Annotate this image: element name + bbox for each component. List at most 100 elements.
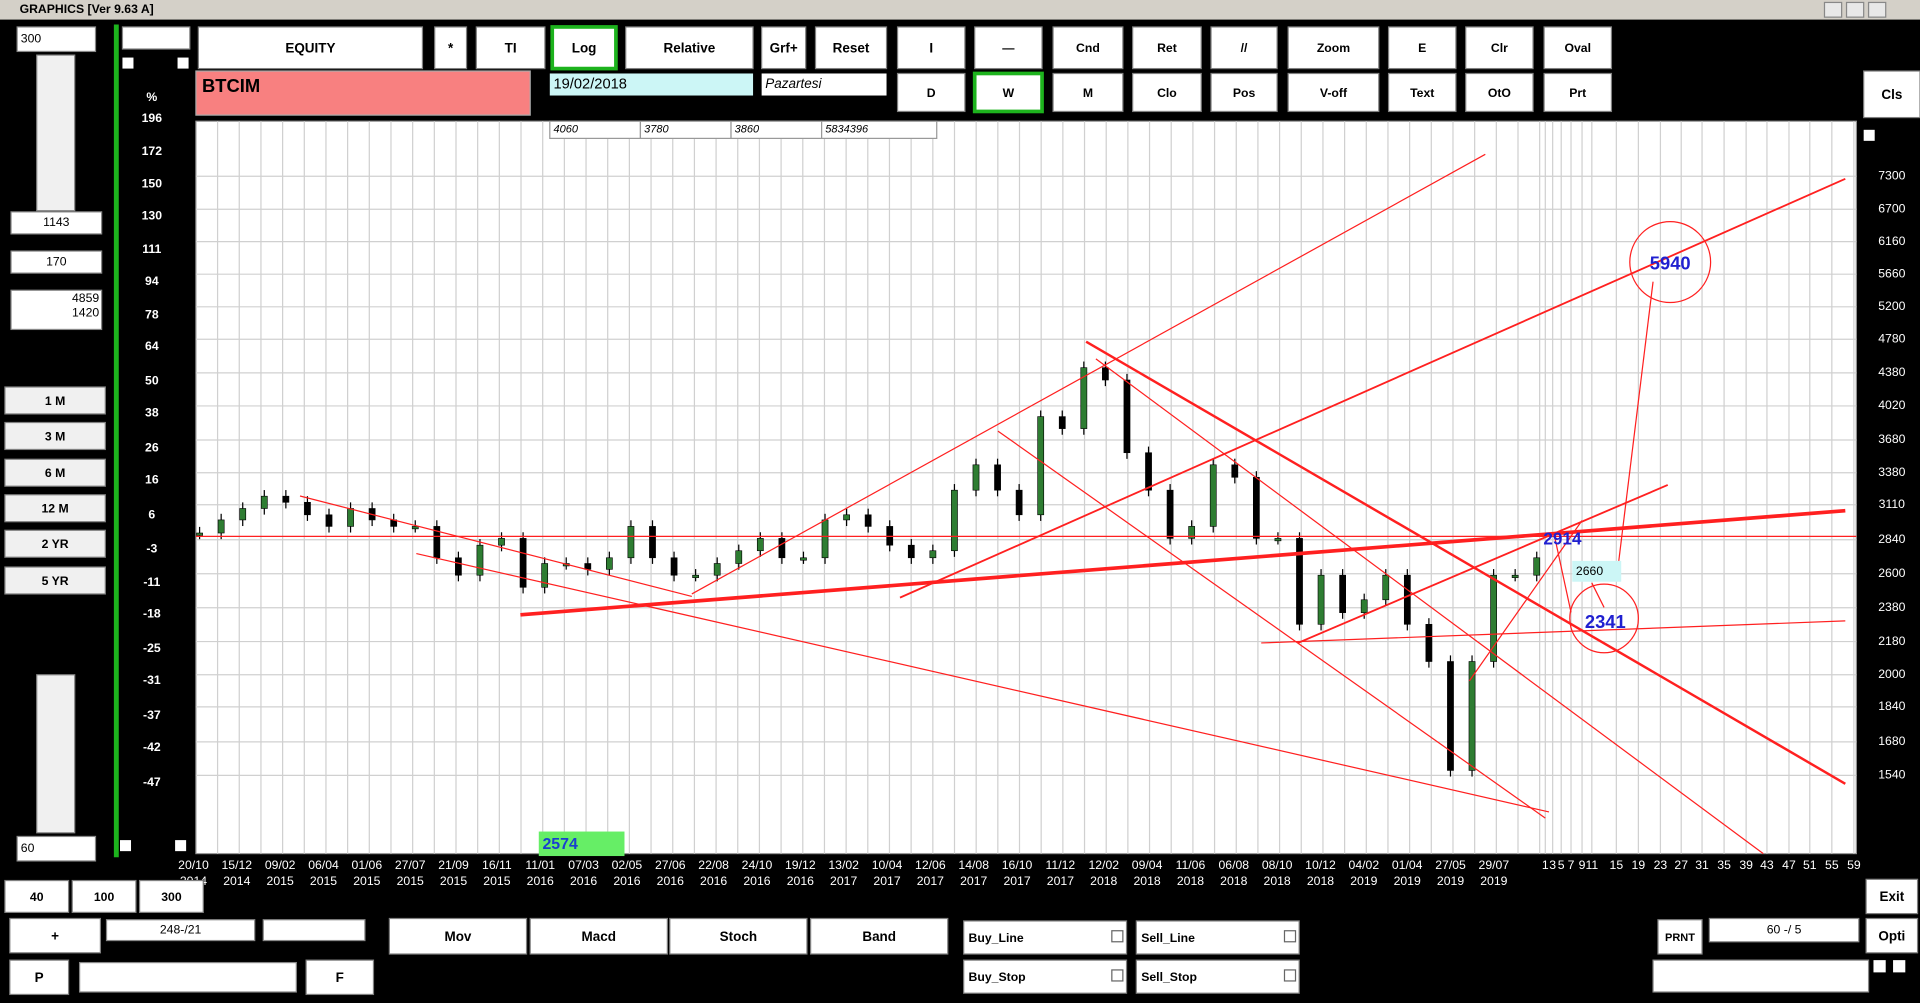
button[interactable] xyxy=(1135,959,1300,994)
button[interactable] xyxy=(4,879,70,913)
trend-line xyxy=(520,508,1846,617)
button[interactable] xyxy=(669,917,808,955)
button-label: Clr xyxy=(1491,41,1508,55)
button[interactable] xyxy=(1287,72,1380,113)
button[interactable] xyxy=(4,386,106,415)
close[interactable] xyxy=(1867,1,1887,18)
button[interactable] xyxy=(9,959,70,996)
scroll[interactable] xyxy=(1652,959,1870,993)
x-tick-label: 2016 xyxy=(743,874,770,888)
input-box[interactable] xyxy=(16,26,97,53)
button-label: Reset xyxy=(833,41,870,56)
button[interactable] xyxy=(1135,920,1300,955)
button[interactable] xyxy=(4,421,106,451)
button[interactable] xyxy=(972,71,1044,114)
button[interactable] xyxy=(305,959,375,996)
bar xyxy=(929,550,937,559)
button[interactable] xyxy=(4,458,106,487)
button-label: Sell_Stop xyxy=(1141,970,1197,984)
x-tick-label: 06/04 xyxy=(308,858,339,872)
button[interactable] xyxy=(1387,26,1457,70)
button[interactable] xyxy=(896,26,966,70)
checkbox[interactable] xyxy=(175,840,187,852)
button[interactable] xyxy=(625,26,754,70)
button[interactable] xyxy=(1465,26,1534,70)
button[interactable] xyxy=(1387,72,1457,113)
scrollbar[interactable] xyxy=(36,674,76,834)
button[interactable] xyxy=(1052,72,1124,113)
button[interactable] xyxy=(1465,72,1534,113)
title-text: GRAPHICS [Ver 9.63 A] xyxy=(20,2,154,16)
button[interactable] xyxy=(1543,26,1613,70)
button-label: * xyxy=(448,41,454,56)
y-tick-label: 1840 xyxy=(1878,699,1905,713)
scroll[interactable] xyxy=(78,961,297,993)
button[interactable] xyxy=(1210,72,1278,113)
input-box[interactable] xyxy=(1708,917,1860,943)
checkbox[interactable] xyxy=(1283,969,1297,982)
bar xyxy=(864,514,872,527)
maximize[interactable] xyxy=(1845,1,1865,18)
scroll[interactable] xyxy=(262,919,366,942)
divider xyxy=(113,24,119,858)
button[interactable] xyxy=(388,917,528,955)
button[interactable] xyxy=(4,566,106,595)
button[interactable] xyxy=(1865,917,1919,954)
button[interactable] xyxy=(761,26,807,70)
button[interactable] xyxy=(1210,26,1278,70)
button[interactable] xyxy=(963,920,1128,955)
button[interactable] xyxy=(810,917,949,955)
checkbox[interactable] xyxy=(1283,930,1297,943)
button[interactable] xyxy=(1863,70,1920,119)
button[interactable] xyxy=(9,917,102,954)
checkbox[interactable] xyxy=(1893,960,1906,973)
button[interactable] xyxy=(1287,26,1380,70)
input-box[interactable] xyxy=(10,250,103,274)
input-box[interactable] xyxy=(10,211,103,235)
minimize[interactable] xyxy=(1823,1,1843,18)
checkbox[interactable] xyxy=(1111,969,1124,982)
button[interactable] xyxy=(550,25,618,71)
button-label: 100 xyxy=(94,890,115,904)
button[interactable] xyxy=(1132,26,1202,70)
checkbox[interactable] xyxy=(1111,930,1124,943)
button[interactable] xyxy=(529,917,668,955)
button[interactable] xyxy=(434,26,468,70)
button[interactable] xyxy=(896,72,966,113)
x-tick-label: 2018 xyxy=(1264,874,1291,888)
x-tick-label: 06/08 xyxy=(1218,858,1249,872)
checkbox[interactable] xyxy=(120,840,132,852)
button[interactable] xyxy=(197,26,424,70)
button-label: E xyxy=(1418,41,1426,55)
x-tick-label: 2016 xyxy=(527,874,554,888)
input-box[interactable] xyxy=(105,919,256,942)
trend-line xyxy=(1618,281,1654,561)
scroll[interactable] xyxy=(121,26,191,50)
button[interactable] xyxy=(963,959,1128,994)
button[interactable] xyxy=(475,26,546,70)
day-tick-label: 7 xyxy=(1568,858,1575,872)
button[interactable] xyxy=(71,879,137,913)
button[interactable] xyxy=(138,879,204,913)
checkbox[interactable] xyxy=(177,57,189,69)
checkbox[interactable] xyxy=(1873,960,1886,973)
button[interactable] xyxy=(1865,878,1919,915)
button[interactable] xyxy=(1657,919,1703,955)
checkbox[interactable] xyxy=(1863,129,1875,141)
input-value: 248-/21 xyxy=(160,922,202,936)
day-tick-label: 43 xyxy=(1760,858,1774,872)
button[interactable] xyxy=(1543,72,1613,113)
button[interactable] xyxy=(814,26,888,70)
button[interactable] xyxy=(974,26,1043,70)
button[interactable] xyxy=(4,529,106,558)
button[interactable] xyxy=(1132,72,1202,113)
x-tick-label: 2019 xyxy=(1437,874,1464,888)
button[interactable] xyxy=(1052,26,1124,70)
y-tick-label: 7300 xyxy=(1878,168,1905,182)
x-tick-label: 2018 xyxy=(1307,874,1334,888)
bar xyxy=(541,563,549,588)
input-box[interactable] xyxy=(16,835,97,862)
checkbox[interactable] xyxy=(122,57,134,69)
scrollbar[interactable] xyxy=(36,54,76,212)
button[interactable] xyxy=(4,494,106,523)
